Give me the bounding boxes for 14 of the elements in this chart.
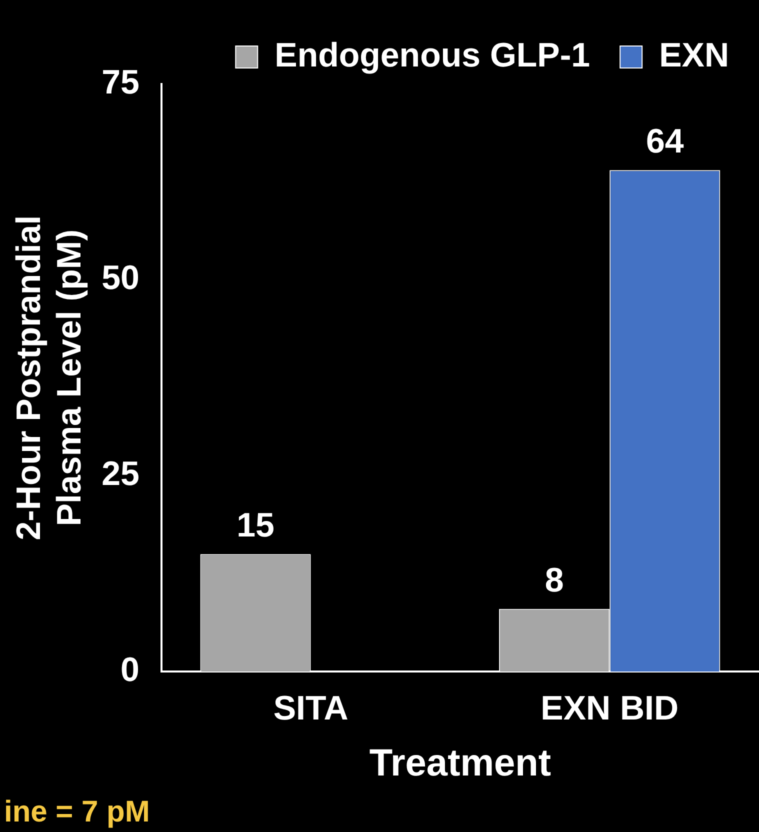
legend-label: EXN xyxy=(659,36,730,74)
text: ine = 7 pM xyxy=(4,795,150,828)
x-tick-label: SITA xyxy=(273,689,348,728)
y-tick-label: 50 xyxy=(102,259,140,298)
data-label: 64 xyxy=(646,122,684,161)
legend-label: Endogenous GLP-1 xyxy=(274,36,590,74)
data-label: 15 xyxy=(236,506,274,544)
y-tick-label: 25 xyxy=(102,455,140,494)
data-label: 8 xyxy=(544,561,564,600)
y-tick-label: 0 xyxy=(120,650,140,689)
x-axis-title: Treatment xyxy=(369,742,552,785)
y-axis-title: 2-Hour Postprandial Plasma Level (pM) xyxy=(10,215,89,540)
y-tick-label: 75 xyxy=(102,63,140,102)
x-tick-label: EXN BID xyxy=(540,689,679,728)
